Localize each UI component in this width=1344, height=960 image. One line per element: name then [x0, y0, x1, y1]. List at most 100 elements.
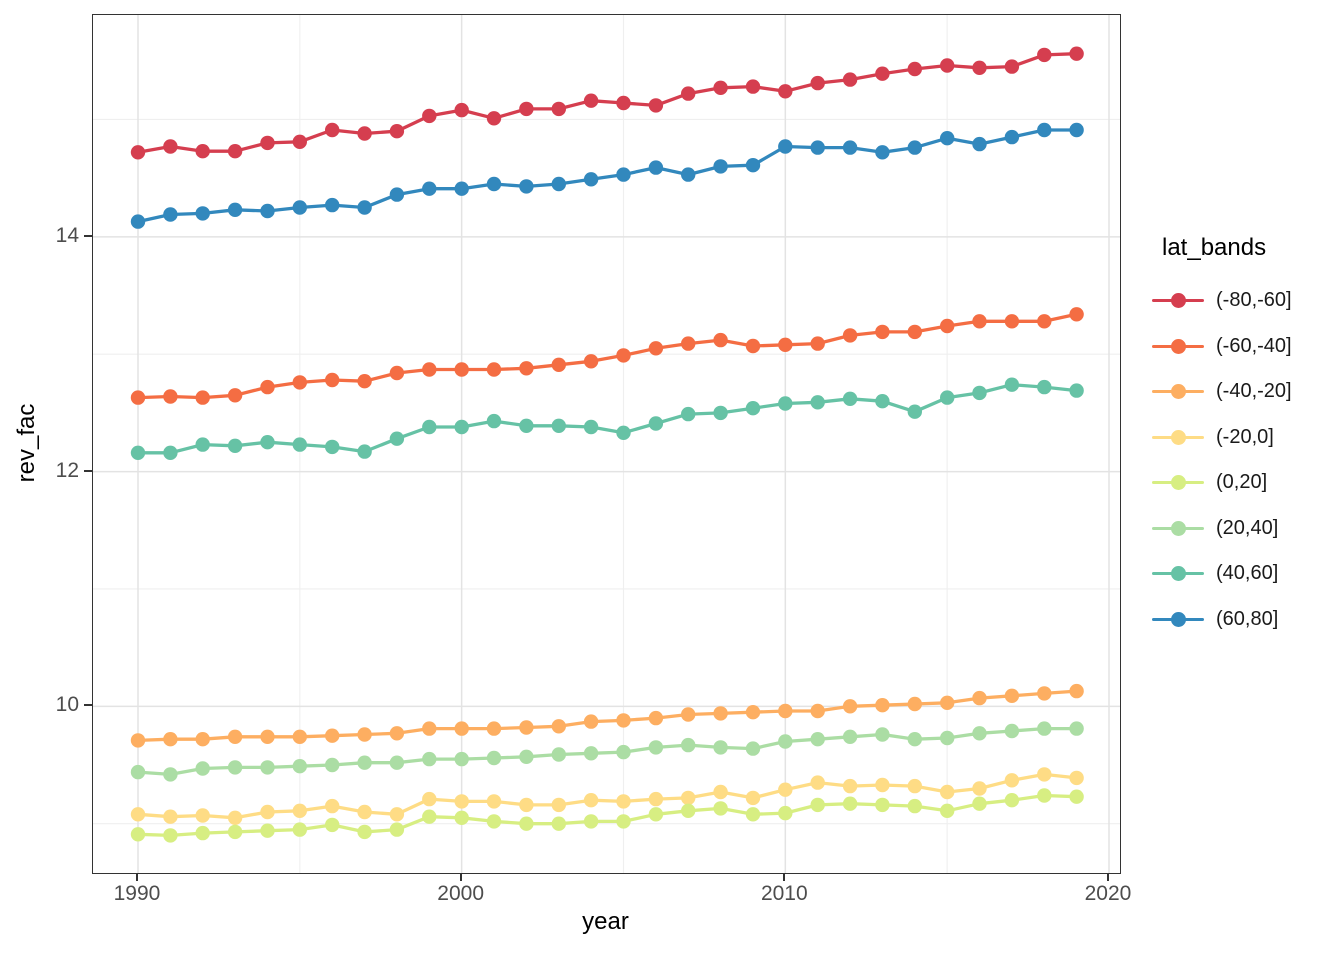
legend-key-dot	[1170, 429, 1186, 445]
data-point	[551, 719, 566, 734]
data-point	[454, 102, 469, 118]
data-point	[875, 727, 890, 742]
data-point	[325, 728, 340, 743]
data-point	[972, 690, 987, 706]
data-point	[163, 828, 178, 843]
data-point	[681, 86, 696, 101]
data-point	[810, 336, 825, 351]
data-point	[616, 814, 631, 829]
data-point	[227, 760, 243, 775]
data-point	[292, 822, 307, 837]
data-point	[454, 181, 469, 196]
data-point	[907, 798, 922, 814]
data-point	[681, 790, 696, 806]
data-point	[616, 167, 631, 182]
data-point	[810, 703, 825, 719]
data-point	[195, 206, 210, 221]
series-line	[136, 689, 1079, 743]
data-point	[422, 419, 437, 435]
data-point	[292, 134, 307, 149]
data-point	[195, 144, 210, 159]
data-point	[454, 810, 469, 825]
data-point	[972, 136, 987, 152]
data-point	[681, 707, 696, 722]
data-point	[227, 810, 243, 825]
legend-item: (20,40]	[1152, 506, 1344, 552]
data-point	[648, 807, 664, 822]
data-point	[940, 784, 955, 800]
data-point	[583, 354, 599, 369]
data-point	[583, 793, 599, 808]
legend-item: (60,80]	[1152, 597, 1344, 643]
data-point	[486, 413, 502, 429]
data-point	[357, 444, 372, 459]
data-point	[1004, 314, 1020, 329]
legend-item: (-20,0]	[1152, 415, 1344, 461]
legend-key-icon	[1152, 336, 1204, 356]
data-point	[486, 814, 502, 829]
data-point	[810, 395, 825, 410]
data-point	[842, 391, 858, 406]
data-point	[227, 824, 243, 840]
legend-key-dot	[1170, 566, 1186, 582]
legend-key-icon	[1152, 564, 1204, 584]
data-point	[681, 803, 696, 818]
data-point	[778, 337, 793, 352]
data-point	[842, 140, 858, 155]
legend-key-icon	[1152, 291, 1204, 311]
data-point	[907, 140, 922, 155]
data-point	[745, 79, 761, 94]
series-line	[136, 312, 1079, 400]
data-point	[389, 822, 405, 837]
data-point	[486, 750, 502, 766]
data-point	[260, 823, 275, 838]
data-point	[842, 699, 858, 714]
data-point	[195, 390, 210, 405]
data-point	[551, 797, 566, 813]
data-point	[519, 797, 534, 813]
data-point	[551, 418, 566, 433]
legend-items: (-80,-60] (-60,-40] (-40,-20] (-20,0] (0,20]…	[1152, 278, 1344, 642]
data-point	[519, 749, 534, 764]
data-point	[292, 375, 307, 390]
data-point	[842, 72, 858, 87]
y-tick-label: 12	[55, 458, 79, 482]
data-point	[422, 721, 437, 736]
data-point	[486, 362, 502, 377]
data-point	[389, 431, 405, 446]
data-point	[681, 336, 696, 351]
data-point	[583, 93, 599, 108]
data-point	[1004, 793, 1020, 808]
legend-item: (-40,-20]	[1152, 369, 1344, 415]
data-point	[1037, 379, 1052, 395]
data-point	[778, 396, 793, 411]
data-point	[519, 816, 534, 831]
data-point	[389, 807, 405, 822]
data-point	[130, 214, 146, 229]
legend-item: (-80,-60]	[1152, 278, 1344, 324]
legend-item-label: (-80,-60]	[1216, 289, 1292, 312]
series-line	[136, 772, 1079, 820]
x-tick-mark	[135, 873, 138, 881]
data-point	[940, 390, 955, 405]
data-point	[972, 796, 987, 811]
data-point	[1004, 59, 1020, 74]
data-point	[648, 740, 664, 755]
legend-item: (-60,-40]	[1152, 324, 1344, 370]
data-point	[1037, 122, 1052, 138]
data-point	[1069, 770, 1084, 786]
data-point	[130, 764, 146, 780]
data-point	[972, 385, 987, 401]
legend-key-dot	[1170, 611, 1186, 627]
x-tick-mark	[783, 873, 786, 881]
legend-key-dot	[1170, 475, 1186, 491]
data-point	[260, 135, 275, 151]
data-point	[227, 438, 243, 453]
data-point	[972, 781, 987, 796]
legend-item-label: (0,20]	[1216, 471, 1268, 494]
x-tick-label: 2020	[1084, 882, 1132, 905]
data-point	[163, 767, 178, 782]
x-tick-label: 1990	[113, 882, 161, 905]
data-point	[681, 167, 696, 182]
data-point	[875, 145, 890, 160]
